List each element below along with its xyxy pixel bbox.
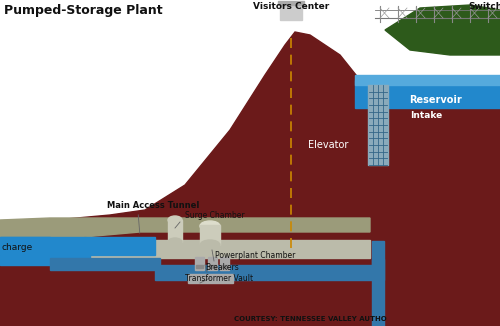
Polygon shape bbox=[0, 32, 500, 326]
Bar bbox=[155, 265, 378, 280]
Bar bbox=[372, 241, 384, 326]
Text: Breakers: Breakers bbox=[205, 263, 239, 272]
Ellipse shape bbox=[200, 221, 220, 231]
Polygon shape bbox=[385, 5, 500, 55]
Bar bbox=[188, 274, 233, 283]
Bar bbox=[0, 237, 50, 242]
Text: Transformer Vault: Transformer Vault bbox=[185, 274, 253, 283]
Text: Powerplant Chamber: Powerplant Chamber bbox=[215, 251, 296, 260]
Bar bbox=[372, 259, 384, 280]
Bar bbox=[50, 258, 160, 270]
Text: Main Access Tunnel: Main Access Tunnel bbox=[107, 201, 200, 210]
Bar bbox=[355, 80, 500, 108]
Text: Pumped-Storage Plant: Pumped-Storage Plant bbox=[4, 4, 162, 17]
Text: Reservoir: Reservoir bbox=[408, 95, 462, 105]
Text: Intake: Intake bbox=[410, 111, 442, 120]
Text: charge: charge bbox=[1, 244, 32, 253]
Polygon shape bbox=[0, 218, 370, 240]
Bar bbox=[0, 237, 155, 255]
Text: Surge Chamber: Surge Chamber bbox=[185, 211, 244, 220]
Bar bbox=[220, 257, 229, 270]
Bar bbox=[0, 255, 90, 265]
Text: Visitors Center: Visitors Center bbox=[253, 2, 329, 11]
Bar bbox=[208, 257, 217, 270]
Bar bbox=[280, 2, 302, 20]
Bar bbox=[195, 257, 204, 270]
Text: COURTESY: TENNESSEE VALLEY AUTHO: COURTESY: TENNESSEE VALLEY AUTHO bbox=[234, 316, 386, 322]
Bar bbox=[368, 85, 388, 165]
Text: Elevator: Elevator bbox=[308, 140, 348, 150]
Bar bbox=[200, 225, 220, 245]
Bar bbox=[196, 265, 203, 268]
Bar bbox=[50, 240, 370, 258]
Ellipse shape bbox=[168, 216, 182, 224]
Bar bbox=[221, 265, 228, 268]
Text: Switch: Switch bbox=[468, 2, 500, 11]
Bar bbox=[355, 75, 500, 85]
Ellipse shape bbox=[168, 238, 182, 246]
Bar bbox=[209, 265, 216, 268]
Bar bbox=[278, 1, 304, 5]
Ellipse shape bbox=[200, 240, 220, 250]
Bar bbox=[168, 220, 182, 242]
